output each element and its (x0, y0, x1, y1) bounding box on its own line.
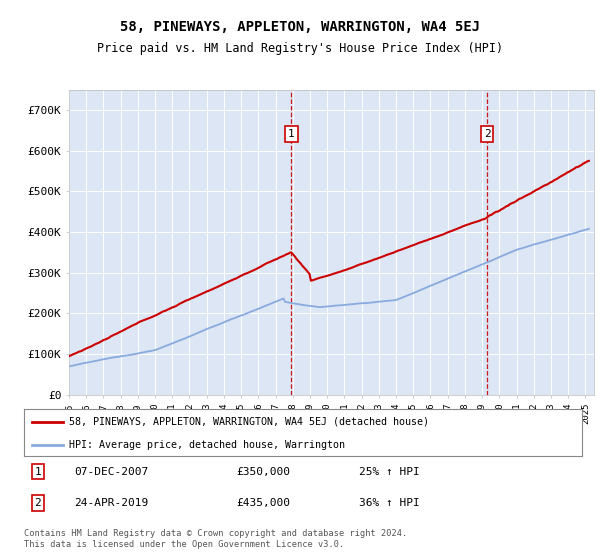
Text: 25% ↑ HPI: 25% ↑ HPI (359, 466, 419, 477)
Text: 58, PINEWAYS, APPLETON, WARRINGTON, WA4 5EJ: 58, PINEWAYS, APPLETON, WARRINGTON, WA4 … (120, 20, 480, 34)
Text: Price paid vs. HM Land Registry's House Price Index (HPI): Price paid vs. HM Land Registry's House … (97, 42, 503, 55)
Text: 1: 1 (35, 466, 41, 477)
Text: Contains HM Land Registry data © Crown copyright and database right 2024.
This d: Contains HM Land Registry data © Crown c… (24, 529, 407, 549)
Text: 58, PINEWAYS, APPLETON, WARRINGTON, WA4 5EJ (detached house): 58, PINEWAYS, APPLETON, WARRINGTON, WA4 … (68, 417, 428, 427)
Text: HPI: Average price, detached house, Warrington: HPI: Average price, detached house, Warr… (68, 440, 344, 450)
Text: 24-APR-2019: 24-APR-2019 (74, 498, 148, 508)
Text: 2: 2 (35, 498, 41, 508)
Text: £435,000: £435,000 (236, 498, 290, 508)
Text: 07-DEC-2007: 07-DEC-2007 (74, 466, 148, 477)
Text: £350,000: £350,000 (236, 466, 290, 477)
Text: 1: 1 (288, 129, 295, 139)
Text: 2: 2 (484, 129, 490, 139)
Text: 36% ↑ HPI: 36% ↑ HPI (359, 498, 419, 508)
